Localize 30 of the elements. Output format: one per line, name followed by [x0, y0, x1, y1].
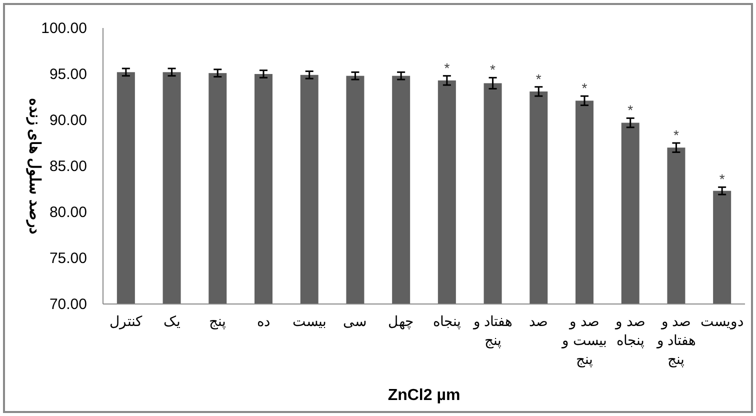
x-tick-label: بیست [292, 313, 326, 329]
x-tick-label: دویست [700, 313, 744, 330]
x-tick-label: پنجاه [432, 313, 461, 330]
x-tick-label: صد و پنجاه [614, 313, 646, 349]
y-tick-label: 80.00 [49, 204, 87, 221]
x-tick-label: کنترل [109, 313, 142, 330]
x-tick-label: یک [163, 313, 180, 329]
y-tick-label: 95.00 [49, 66, 87, 83]
x-tick-label: هفتاد و پنج [472, 313, 512, 349]
annotation: * [490, 62, 496, 78]
x-axis-title: ZnCl2 µm [388, 387, 460, 404]
x-tick-label: صد و بیست و پنج [561, 313, 607, 368]
y-tick-label: 70.00 [49, 296, 87, 313]
annotation: * [582, 80, 588, 96]
x-tick-label: پنج [209, 313, 226, 330]
annotation: * [719, 171, 726, 188]
x-tick-label: صد و هفتاد و پنج [656, 313, 696, 368]
x-tick-label: صد [529, 313, 548, 329]
x-tick-label: ده [257, 313, 270, 329]
x-tick-label: چهل [388, 313, 414, 330]
y-tick-label: 75.00 [49, 250, 87, 267]
x-tick-label: سی [343, 313, 368, 329]
annotation: * [673, 127, 680, 143]
annotation: * [628, 102, 634, 118]
y-tick-label: 90.00 [49, 112, 87, 129]
annotation: * [444, 60, 450, 76]
y-tick-label: 85.00 [49, 158, 87, 175]
annotation: * [536, 70, 542, 87]
y-tick-label: 100.00 [41, 20, 87, 37]
y-axis-title: درصد سلول های زنده [26, 98, 43, 234]
